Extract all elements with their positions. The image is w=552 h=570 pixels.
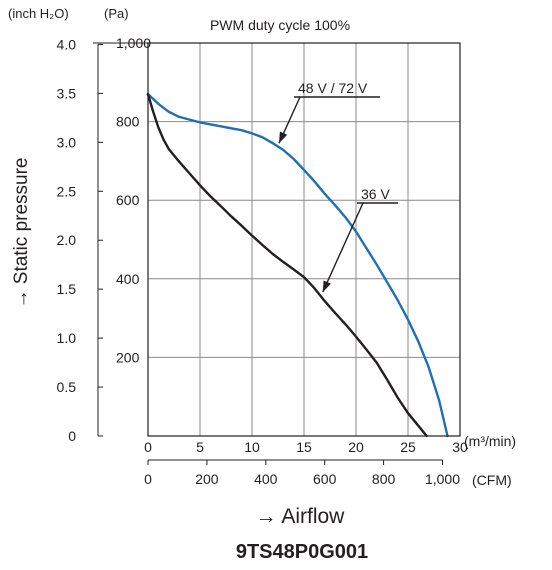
- pa-tick-label: 200: [116, 349, 140, 365]
- inh2o-tick-label: 4.0: [57, 36, 77, 52]
- curve-36v: [146, 92, 428, 438]
- x-tick-label: 10: [244, 439, 260, 455]
- cfm-tick-label: 1,000: [425, 471, 460, 487]
- cfm-tick-label: 400: [254, 471, 278, 487]
- x-unit-m3min: (m³/min): [464, 433, 516, 449]
- pa-tick-label: 400: [116, 271, 140, 287]
- inh2o-tick-label: 0.5: [57, 379, 77, 395]
- cfm-tick-label: 0: [144, 471, 152, 487]
- chart-title: 9TS48P0G001: [236, 541, 368, 563]
- x-axis-arrow: →: [256, 505, 282, 528]
- x-tick-label: 0: [144, 439, 152, 455]
- chart-subtitle: PWM duty cycle 100%: [210, 17, 350, 33]
- x-axis-label-text: Airflow: [281, 505, 345, 528]
- curves: [146, 92, 449, 438]
- y-unit-pa: (Pa): [104, 6, 129, 21]
- x-tick-label: 25: [400, 439, 416, 455]
- y-axis-label-text: Static pressure: [11, 157, 32, 284]
- annotation-48v-72v-arrowhead: [279, 131, 288, 144]
- inh2o-tick-label: 3.0: [57, 134, 77, 150]
- x-tick-label: 15: [296, 439, 312, 455]
- axes: 0 5 10 15 20 25 30 0 200 400 600 800 1,000 200 400 600 8…: [57, 35, 468, 487]
- y-unit-inh2o: (inch H₂O): [8, 6, 69, 21]
- inh2o-tick-label: 2.5: [57, 183, 77, 199]
- grid: [148, 43, 460, 436]
- annotation-36v-arrowhead: [322, 280, 331, 293]
- inh2o-tick-label: 2.0: [57, 232, 77, 248]
- x-tick-label: 30: [452, 439, 468, 455]
- y-axis-label: → Static pressure: [11, 157, 32, 308]
- cfm-tick-label: 600: [313, 471, 337, 487]
- pa-tick-label: 800: [116, 114, 140, 130]
- plot-frame: [147, 42, 461, 437]
- inh2o-tick-label: 0: [68, 428, 76, 444]
- cfm-tick-label: 800: [372, 471, 396, 487]
- inh2o-tick-label: 3.5: [57, 85, 77, 101]
- annotation-36v-leader: [322, 202, 364, 293]
- x-unit-cfm: (CFM): [472, 472, 512, 488]
- x-axis-label: → Airflow: [256, 505, 346, 528]
- x-tick-label: 20: [348, 439, 364, 455]
- cfm-tick-label: 200: [195, 471, 219, 487]
- x-tick-label: 5: [196, 439, 204, 455]
- annotations: 48 V / 72 V 36 V: [278, 80, 398, 293]
- inh2o-tick-label: 1.5: [57, 281, 77, 297]
- curve-48v-72v: [146, 92, 449, 438]
- y-axis-arrow: →: [11, 284, 32, 308]
- annotation-48v-72v-label: 48 V / 72 V: [298, 80, 368, 96]
- annotation-36v-label: 36 V: [361, 186, 390, 202]
- pa-tick-label: 600: [116, 192, 140, 208]
- inh2o-tick-label: 1.0: [57, 330, 77, 346]
